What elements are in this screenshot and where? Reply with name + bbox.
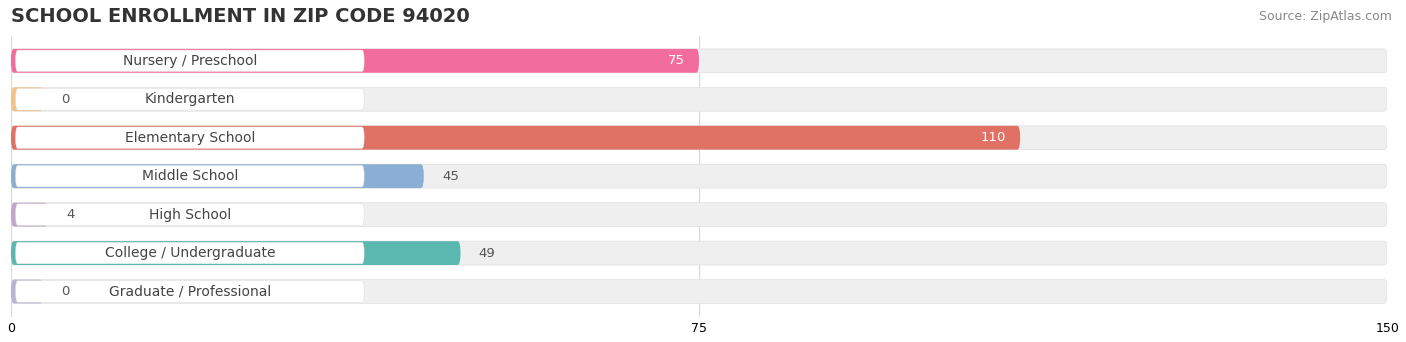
FancyBboxPatch shape (11, 87, 44, 111)
Text: 0: 0 (62, 93, 70, 106)
Text: Middle School: Middle School (142, 169, 238, 183)
FancyBboxPatch shape (11, 280, 44, 303)
FancyBboxPatch shape (15, 204, 364, 225)
FancyBboxPatch shape (11, 241, 461, 265)
FancyBboxPatch shape (11, 203, 48, 226)
FancyBboxPatch shape (11, 49, 1388, 73)
FancyBboxPatch shape (15, 127, 364, 148)
Text: 0: 0 (62, 285, 70, 298)
FancyBboxPatch shape (11, 164, 423, 188)
FancyBboxPatch shape (11, 280, 1388, 303)
FancyBboxPatch shape (15, 50, 364, 71)
FancyBboxPatch shape (11, 49, 699, 73)
Text: 4: 4 (66, 208, 75, 221)
Text: 75: 75 (668, 54, 685, 67)
Text: Graduate / Professional: Graduate / Professional (108, 285, 271, 299)
FancyBboxPatch shape (11, 164, 1388, 188)
Text: 110: 110 (981, 131, 1007, 144)
Text: 49: 49 (479, 247, 495, 260)
Text: High School: High School (149, 208, 231, 222)
FancyBboxPatch shape (11, 126, 1388, 150)
Text: 45: 45 (441, 170, 458, 183)
FancyBboxPatch shape (11, 87, 1388, 111)
Text: Source: ZipAtlas.com: Source: ZipAtlas.com (1258, 10, 1392, 23)
FancyBboxPatch shape (11, 241, 1388, 265)
Text: Nursery / Preschool: Nursery / Preschool (122, 54, 257, 68)
Text: Kindergarten: Kindergarten (145, 92, 235, 106)
FancyBboxPatch shape (15, 166, 364, 187)
FancyBboxPatch shape (15, 281, 364, 302)
Text: Elementary School: Elementary School (125, 131, 254, 145)
Text: College / Undergraduate: College / Undergraduate (104, 246, 276, 260)
Text: SCHOOL ENROLLMENT IN ZIP CODE 94020: SCHOOL ENROLLMENT IN ZIP CODE 94020 (11, 7, 470, 26)
FancyBboxPatch shape (11, 126, 1021, 150)
FancyBboxPatch shape (15, 242, 364, 264)
FancyBboxPatch shape (15, 89, 364, 110)
FancyBboxPatch shape (11, 203, 1388, 226)
